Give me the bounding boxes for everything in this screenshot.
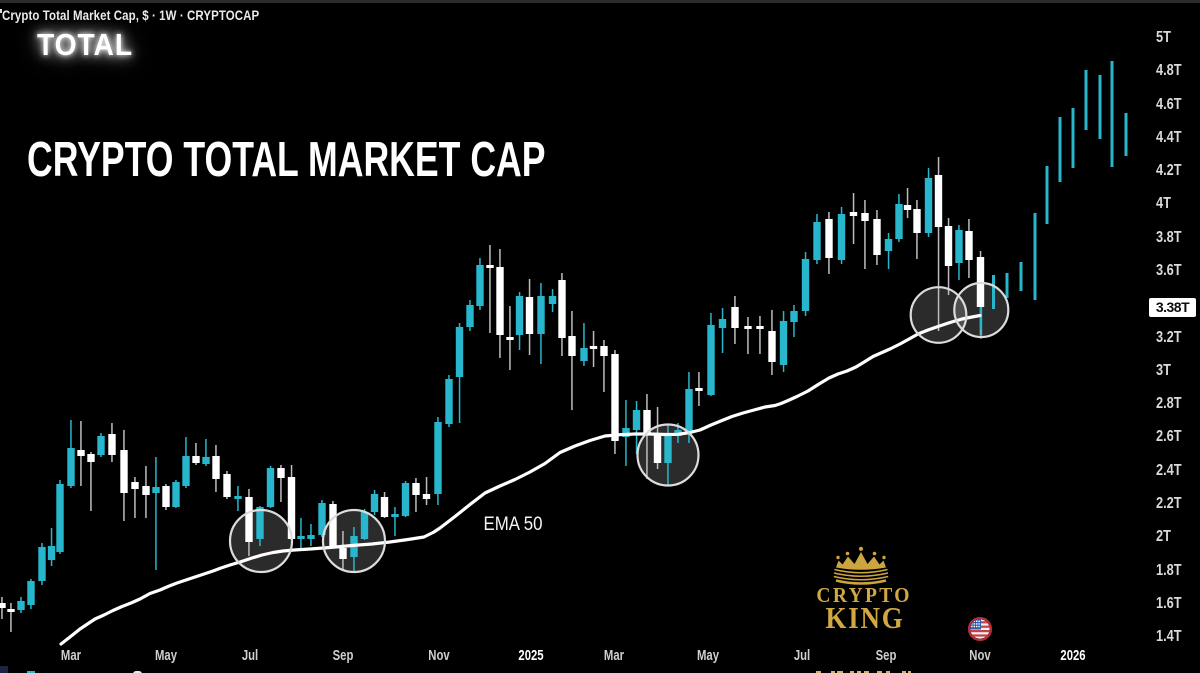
svg-text:EMA 50: EMA 50 — [484, 514, 543, 535]
